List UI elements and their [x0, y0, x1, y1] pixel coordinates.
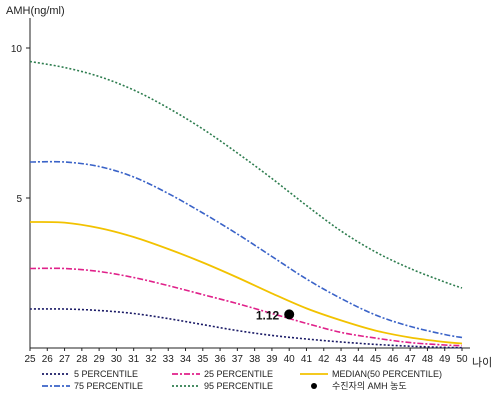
x-tick-label: 33: [163, 354, 175, 365]
x-tick-label: 49: [439, 354, 451, 365]
x-tick-label: 40: [284, 354, 296, 365]
x-tick-label: 27: [59, 354, 71, 365]
x-tick-label: 35: [197, 354, 209, 365]
legend-swatch-patient-point: [311, 383, 317, 389]
x-ticks: 25 26 27 28 29 30 31 32 33 34 35 36 37 38 39 40 41 42 43 44…: [24, 348, 468, 365]
x-axis-title: 나이: [472, 356, 492, 369]
series-line-5-percentile: [29, 308, 463, 349]
patient-point-group: 1.12: [256, 308, 295, 322]
plot-area: [29, 18, 470, 349]
x-tick-label: 43: [335, 354, 347, 365]
y-tick-label: 10: [11, 44, 23, 55]
x-tick-label: 38: [249, 354, 261, 365]
x-tick-label: 39: [266, 354, 278, 365]
x-tick-label: 32: [145, 354, 157, 365]
legend-label-patient-point: 수진자의 AMH 농도: [332, 381, 407, 391]
x-tick-label: 50: [456, 354, 468, 365]
x-tick-label: 25: [24, 354, 36, 365]
series-line-95-percentile: [29, 60, 463, 289]
y-tick-label: 5: [16, 194, 22, 205]
x-tick-label: 48: [422, 354, 434, 365]
x-tick-label: 46: [387, 354, 399, 365]
patient-amh-point: [284, 309, 295, 320]
series-line-75-percentile: [29, 160, 463, 339]
x-tick-label: 41: [301, 354, 313, 365]
x-tick-label: 34: [180, 354, 192, 365]
x-tick-label: 37: [232, 354, 244, 365]
series-lines: [29, 60, 463, 349]
x-tick-label: 31: [128, 354, 140, 365]
x-tick-label: 26: [42, 354, 54, 365]
y-ticks: 5 10: [11, 44, 30, 205]
legend-label: 25 PERCENTILE: [204, 369, 273, 379]
series-line-25-percentile: [29, 267, 463, 347]
x-tick-label: 36: [215, 354, 227, 365]
series-line-median-50-percentile: [29, 221, 463, 345]
x-tick-label: 28: [76, 354, 88, 365]
x-tick-label: 47: [405, 354, 417, 365]
patient-amh-label: 1.12: [256, 308, 280, 322]
x-tick-label: 42: [318, 354, 330, 365]
x-tick-label: 29: [94, 354, 106, 365]
x-tick-label: 44: [353, 354, 365, 365]
legend-label: 75 PERCENTILE: [74, 381, 143, 391]
legend-label: 5 PERCENTILE: [74, 369, 138, 379]
legend-label: MEDIAN(50 PERCENTILE): [332, 369, 442, 379]
legend-label: 95 PERCENTILE: [204, 381, 273, 391]
y-axis-title: AMH(ng/ml): [6, 5, 65, 17]
x-tick-label: 30: [111, 354, 123, 365]
legend: 5 PERCENTILE 25 PERCENTILE MEDIAN(50 PERCE…: [42, 369, 442, 391]
x-tick-label: 45: [370, 354, 382, 365]
